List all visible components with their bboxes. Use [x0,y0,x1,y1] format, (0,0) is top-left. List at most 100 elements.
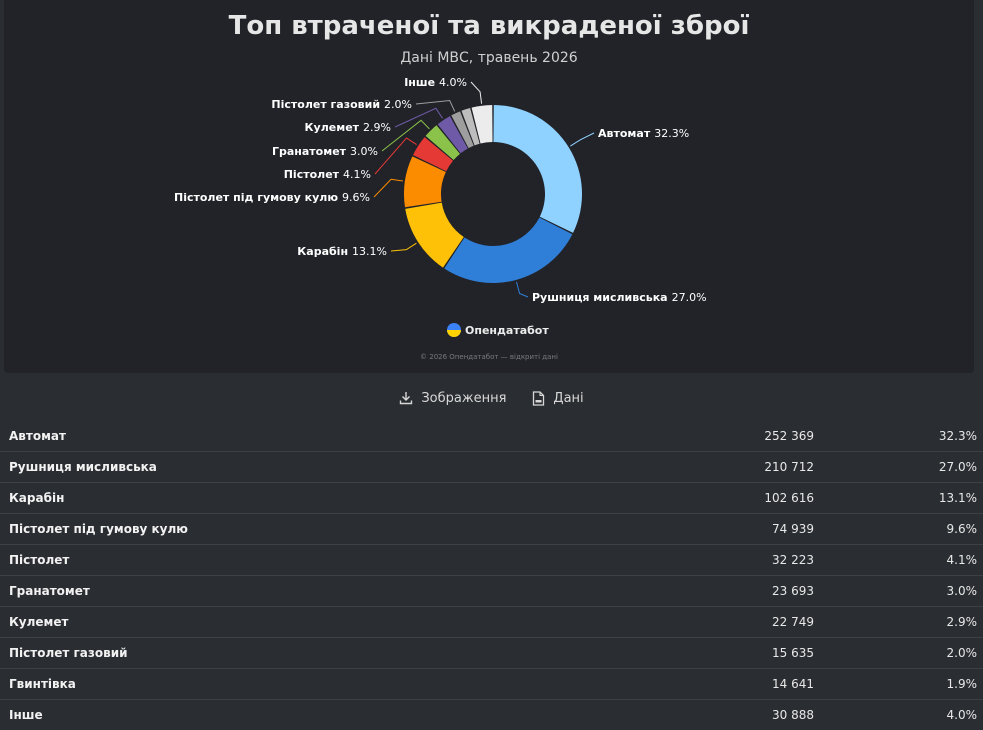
table-cell-percent: 9.6% [946,522,978,536]
table-row: Кулемет 22 749 2.9% [0,607,983,638]
donut-slice[interactable] [493,105,583,233]
donut-slice[interactable] [471,105,493,144]
slice-label-name: Гранатомет [272,145,347,158]
table-row: Пістолет 32 223 4.1% [0,545,983,576]
table-row: Гранатомет 23 693 3.0% [0,576,983,607]
table-cell-count: 32 223 [772,553,814,567]
label-connector [394,107,443,128]
table-cell-name: Гвинтівка [9,677,76,691]
slice-label-percent: 4.1% [343,168,371,181]
slice-label-name: Рушниця мисливська [532,291,668,304]
data-table: Автомат 252 369 32.3% Рушниця мисливська 210… [0,421,983,730]
table-row: Пістолет газовий 15 635 2.0% [0,638,983,669]
label-connector [374,137,417,175]
label-connector [390,242,417,252]
slice-label-percent: 27.0% [672,291,707,304]
table-cell-name: Пістолет газовий [9,646,128,660]
download-image-button[interactable]: Зображення [399,391,506,406]
table-cell-count: 252 369 [764,429,814,443]
table-cell-name: Автомат [9,429,66,443]
donut-slice[interactable] [451,111,474,149]
download-icon [400,392,413,405]
table-cell-name: Карабін [9,491,65,505]
table-cell-count: 210 712 [764,460,814,474]
slice-label: Пістолет газовий 2.0% [271,98,412,111]
download-data-button[interactable]: Дані [532,390,584,406]
chart-subtitle: Дані МВС, травень 2026 [400,50,577,66]
slice-label-percent: 13.1% [352,245,387,258]
donut-slice[interactable] [461,107,480,146]
table-cell-name: Пістолет під гумову кулю [9,522,188,536]
table-cell-percent: 13.1% [938,491,977,505]
donut-slice[interactable] [405,202,464,268]
table-cell-percent: 3.0% [946,584,978,598]
slice-label-name: Кулемет [305,121,360,134]
slice-label-name: Автомат [598,127,651,140]
table-cell-name: Кулемет [9,615,69,629]
donut-slice[interactable] [404,156,446,208]
csv-file-icon [533,390,545,406]
brand-logo: Опендатабот [447,323,549,337]
table-row: Пістолет під гумову кулю 74 939 9.6% [0,514,983,545]
slice-label-percent: 2.0% [384,98,412,111]
table-row: Карабін 102 616 13.1% [0,483,983,514]
table-cell-name: Пістолет [9,553,70,567]
slice-label-percent: 3.0% [350,145,378,158]
table-cell-name: Інше [9,708,43,722]
slice-label-percent: 9.6% [342,191,370,204]
slice-label-name: Пістолет газовий [271,98,380,111]
table-cell-count: 23 693 [772,584,814,598]
download-image-label: Зображення [421,390,507,406]
slice-label: Пістолет під гумову кулю 9.6% [174,191,370,204]
slice-label-name: Карабін [297,245,348,258]
donut-slice[interactable] [425,125,460,161]
table-cell-percent: 2.9% [946,615,978,629]
table-cell-name: Рушниця мисливська [9,460,157,474]
brand-name: Опендатабот [465,324,549,337]
table-row: Рушниця мисливська 210 712 27.0% [0,452,983,483]
download-data-label: Дані [553,390,584,406]
slice-label-name: Пістолет під гумову кулю [174,191,338,204]
donut-slice[interactable] [437,116,468,154]
table-cell-percent: 2.0% [946,646,978,660]
table-cell-count: 102 616 [764,491,814,505]
label-connector [570,132,595,147]
table-cell-percent: 27.0% [938,460,977,474]
donut-slice[interactable] [444,217,573,284]
table-row: Автомат 252 369 32.3% [0,421,983,452]
slice-label: Інше 4.0% [404,76,467,89]
table-cell-count: 30 888 [772,708,814,722]
slice-label: Автомат 32.3% [598,127,689,140]
slice-label: Рушниця мисливська 27.0% [532,291,707,304]
table-cell-count: 22 749 [772,615,814,629]
table-cell-percent: 4.0% [946,708,978,722]
slice-label: Кулемет 2.9% [305,121,391,134]
slice-label: Пістолет 4.1% [284,168,371,181]
donut-chart: Топ втраченої та викраденої зброї Дані М… [174,11,750,361]
chart-title: Топ втраченої та викраденої зброї [229,11,750,41]
table-row: Інше 30 888 4.0% [0,700,983,730]
label-connector [373,178,404,198]
slice-label-percent: 4.0% [439,76,467,89]
table-cell-percent: 32.3% [938,429,977,443]
slice-label: Гранатомет 3.0% [272,145,378,158]
chart-toolbar: Зображення Дані [0,386,983,410]
copyright-footer: © 2026 Опендатабот — відкриті дані [420,353,558,361]
table-cell-count: 14 641 [772,677,814,691]
label-connector [516,281,529,298]
table-row: Гвинтівка 14 641 1.9% [0,669,983,700]
table-cell-percent: 4.1% [946,553,978,567]
brand-logo-icon-lower [447,330,461,337]
slice-label-percent: 32.3% [654,127,689,140]
table-cell-name: Гранатомет [9,584,90,598]
slices-group [404,105,583,284]
labels-group: Автомат 32.3% Рушниця мисливська 27.0% Караб… [174,76,707,304]
table-cell-count: 15 635 [772,646,814,660]
donut-slice[interactable] [413,137,454,172]
slice-label-percent: 2.9% [363,121,391,134]
slice-label-name: Інше [404,76,435,89]
label-connector [381,119,430,152]
label-connector [470,81,483,104]
table-cell-percent: 1.9% [946,677,978,691]
slice-label-name: Пістолет [284,168,340,181]
